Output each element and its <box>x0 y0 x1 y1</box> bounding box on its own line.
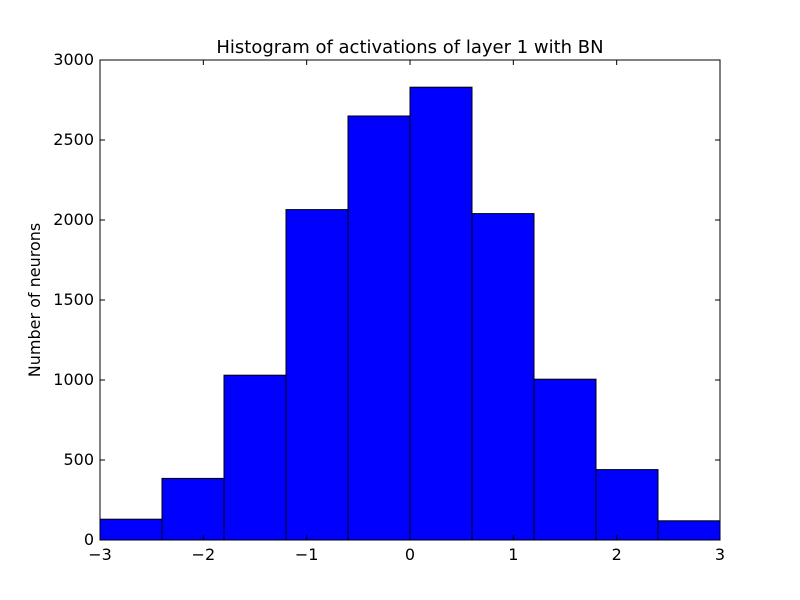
ticks-group: −3 −2 −1 0 1 2 3 0 500 1000 1500 2000 2500 3000 <box>53 50 725 564</box>
histogram-bar <box>99 518 163 541</box>
y-tick-label: 1000 <box>53 370 94 389</box>
histogram-bar <box>223 374 287 541</box>
histogram-bar <box>285 209 349 541</box>
x-tick-label: 0 <box>405 545 415 564</box>
y-tick-label: 500 <box>63 450 94 469</box>
y-tick-label: 2500 <box>53 130 94 149</box>
plot-frame <box>99 59 721 541</box>
y-tick-label: 0 <box>84 530 94 549</box>
x-tick-label: 1 <box>508 545 518 564</box>
histogram-bar <box>595 469 659 541</box>
y-tick-label: 2000 <box>53 210 94 229</box>
x-tick-label: −2 <box>192 545 216 564</box>
histogram-bar <box>533 378 597 541</box>
x-tick-label: −3 <box>88 545 112 564</box>
histogram-bar <box>471 213 535 541</box>
histogram-bar <box>347 115 411 541</box>
histogram-bar <box>161 477 225 541</box>
x-tick-label: 3 <box>715 545 725 564</box>
x-tick-label: −1 <box>295 545 319 564</box>
histogram-bar <box>409 86 473 541</box>
y-tick-label: 1500 <box>53 290 94 309</box>
x-tick-label: 2 <box>612 545 622 564</box>
histogram-bar <box>657 520 721 541</box>
y-axis-label: Number of neurons <box>25 223 44 377</box>
chart-title: Histogram of activations of layer 1 with… <box>216 37 603 58</box>
bars-group <box>99 86 721 541</box>
y-tick-label: 3000 <box>53 50 94 69</box>
